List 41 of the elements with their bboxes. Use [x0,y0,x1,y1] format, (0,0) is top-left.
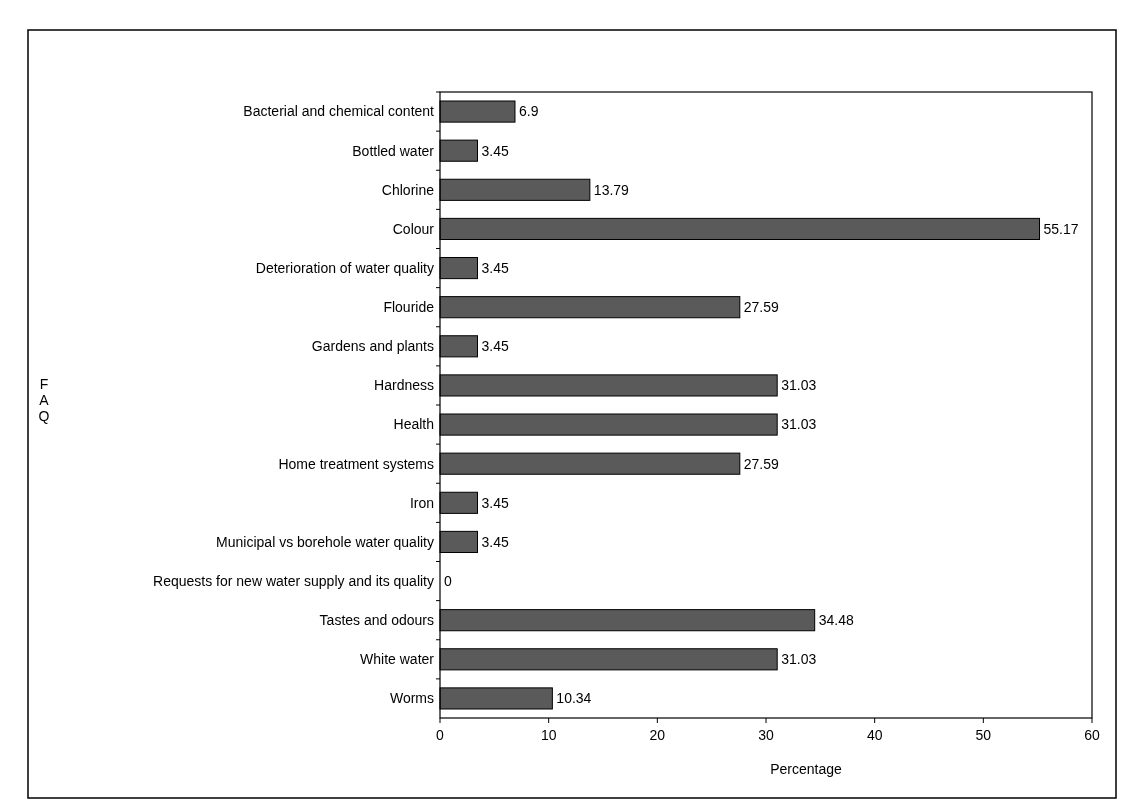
y-tick-label: White water [360,651,435,668]
y-tick-label: Health [393,416,434,433]
data-label: 55.17 [1043,220,1079,237]
y-tick-label: Requests for new water supply and its quality [153,572,434,589]
y-tick-label: Tastes and odours [319,612,434,629]
data-label: 34.48 [818,612,854,629]
y-tick-label: Iron [409,494,434,511]
y-tick-label: Colour [392,220,435,237]
data-label: 6.9 [518,103,539,120]
data-label: 27.59 [743,455,780,472]
y-tick-label: Chlorine [381,181,435,198]
y-tick-label: Hardness [374,377,434,394]
data-label: 10.34 [556,690,592,707]
y-tick-label: Deterioration of water quality [255,259,434,276]
y-tick-label: Bacterial and chemical content [243,103,435,120]
data-label: 31.03 [781,377,817,394]
data-label: 3.45 [481,494,509,511]
y-tick-label: Flouride [383,299,435,316]
data-label: 0 [444,572,452,589]
y-tick-label: Municipal vs borehole water quality [216,533,434,550]
data-label: 3.45 [481,533,509,550]
data-label: 31.03 [781,416,817,433]
data-label: 27.59 [743,299,780,316]
data-label: 13.79 [593,181,630,198]
data-label: 3.45 [481,142,509,159]
x-tick-label: 10 [540,727,557,743]
y-tick-label: Home treatment systems [278,455,434,472]
text: FAQ [38,376,50,424]
x-tick-label: 40 [866,727,883,743]
y-tick-label: Bottled water [352,142,435,159]
x-tick-label: 20 [649,727,666,743]
x-tick-label: 30 [758,727,774,743]
data-label: 31.03 [781,651,817,668]
x-tick-label: 50 [975,727,992,743]
data-label: 3.45 [481,338,509,355]
x-axis-title: Percentage [770,761,843,777]
y-tick-label: Worms [389,690,434,707]
y-tick-label: Gardens and plants [311,338,434,355]
data-label: 3.45 [481,259,509,276]
x-tick-label: 0 [436,727,445,743]
x-tick-label: 60 [1084,727,1100,743]
